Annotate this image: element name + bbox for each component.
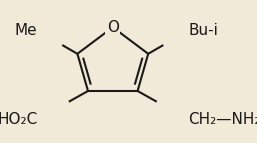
Text: Bu-i: Bu-i [188,23,218,38]
Text: Me: Me [15,23,38,38]
Text: O: O [107,20,119,35]
Text: HO₂C: HO₂C [0,112,38,127]
Text: CH₂—NH₂: CH₂—NH₂ [188,112,257,127]
